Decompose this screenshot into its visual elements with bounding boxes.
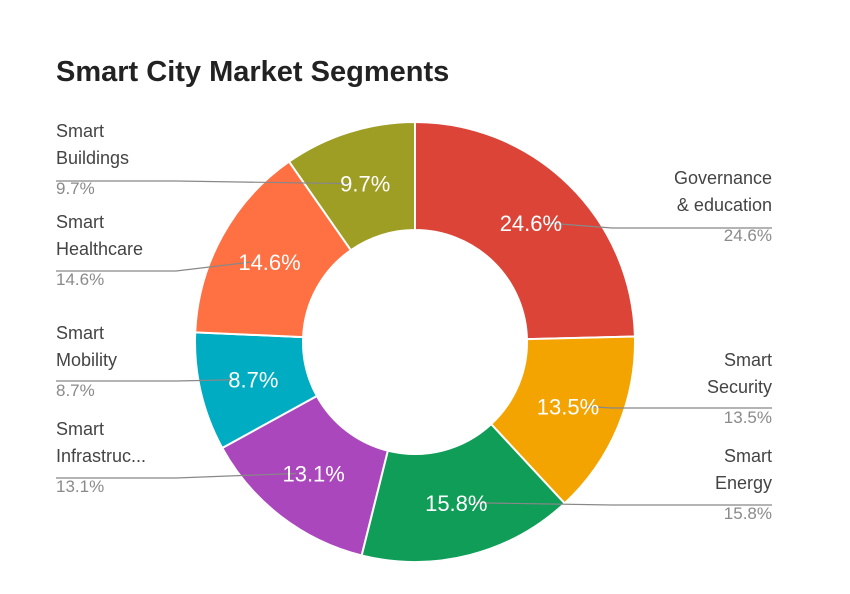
- side-label-value-4: 8.7%: [56, 381, 95, 400]
- side-label-value-5: 14.6%: [56, 270, 104, 289]
- leader-line-4: [56, 379, 236, 382]
- side-label-value-2: 15.8%: [724, 504, 772, 523]
- leader-line-5: [56, 261, 252, 272]
- slice-labels-group: 24.6% 13.5% 15.8% 13.1% 8.7% 14.6% 9.7%: [228, 172, 599, 516]
- slices-group: [194, 120, 636, 563]
- side-label-name-6-0: Smart: [56, 121, 104, 141]
- side-label-name-3-0: Smart: [56, 419, 104, 439]
- leader-line-1: [585, 405, 772, 409]
- slice-label-0: 24.6%: [500, 211, 562, 236]
- slice-label-2: 15.8%: [425, 491, 487, 516]
- slice-label-6: 9.7%: [340, 172, 390, 197]
- slice-5: [194, 160, 353, 339]
- side-label-name-4-1: Mobility: [56, 350, 117, 370]
- leader-line-3: [56, 472, 296, 479]
- side-label-name-1-0: Smart: [724, 350, 772, 370]
- side-label-name-5-0: Smart: [56, 212, 104, 232]
- slice-6: [287, 120, 416, 252]
- leader-line-0: [548, 222, 772, 229]
- slice-label-3: 13.1%: [282, 461, 344, 486]
- slice-label-1: 13.5%: [537, 394, 599, 419]
- side-label-name-5-1: Healthcare: [56, 239, 143, 259]
- slice-0: [414, 120, 636, 341]
- side-label-name-3-1: Infrastruc...: [56, 446, 146, 466]
- leader-lines-group: [56, 180, 772, 506]
- side-label-name-0-0: Governance: [674, 168, 772, 188]
- side-label-name-2-1: Energy: [715, 473, 772, 493]
- leader-line-6: [56, 180, 348, 185]
- side-label-value-1: 13.5%: [724, 408, 772, 427]
- leader-line-2: [474, 502, 772, 506]
- side-label-name-1-1: Security: [707, 377, 772, 397]
- side-label-value-0: 24.6%: [724, 226, 772, 245]
- side-label-value-3: 13.1%: [56, 477, 104, 496]
- slice-label-5: 14.6%: [238, 250, 300, 275]
- side-label-value-6: 9.7%: [56, 179, 95, 198]
- side-label-name-0-1: & education: [677, 195, 772, 215]
- chart-title: Smart City Market Segments: [56, 56, 449, 88]
- side-label-name-4-0: Smart: [56, 323, 104, 343]
- side-label-name-2-0: Smart: [724, 446, 772, 466]
- side-labels-group: Governance & education 24.6% Smart Security 1…: [56, 121, 772, 523]
- slice-label-4: 8.7%: [228, 368, 278, 393]
- side-label-name-6-1: Buildings: [56, 148, 129, 168]
- slice-2: [360, 422, 567, 563]
